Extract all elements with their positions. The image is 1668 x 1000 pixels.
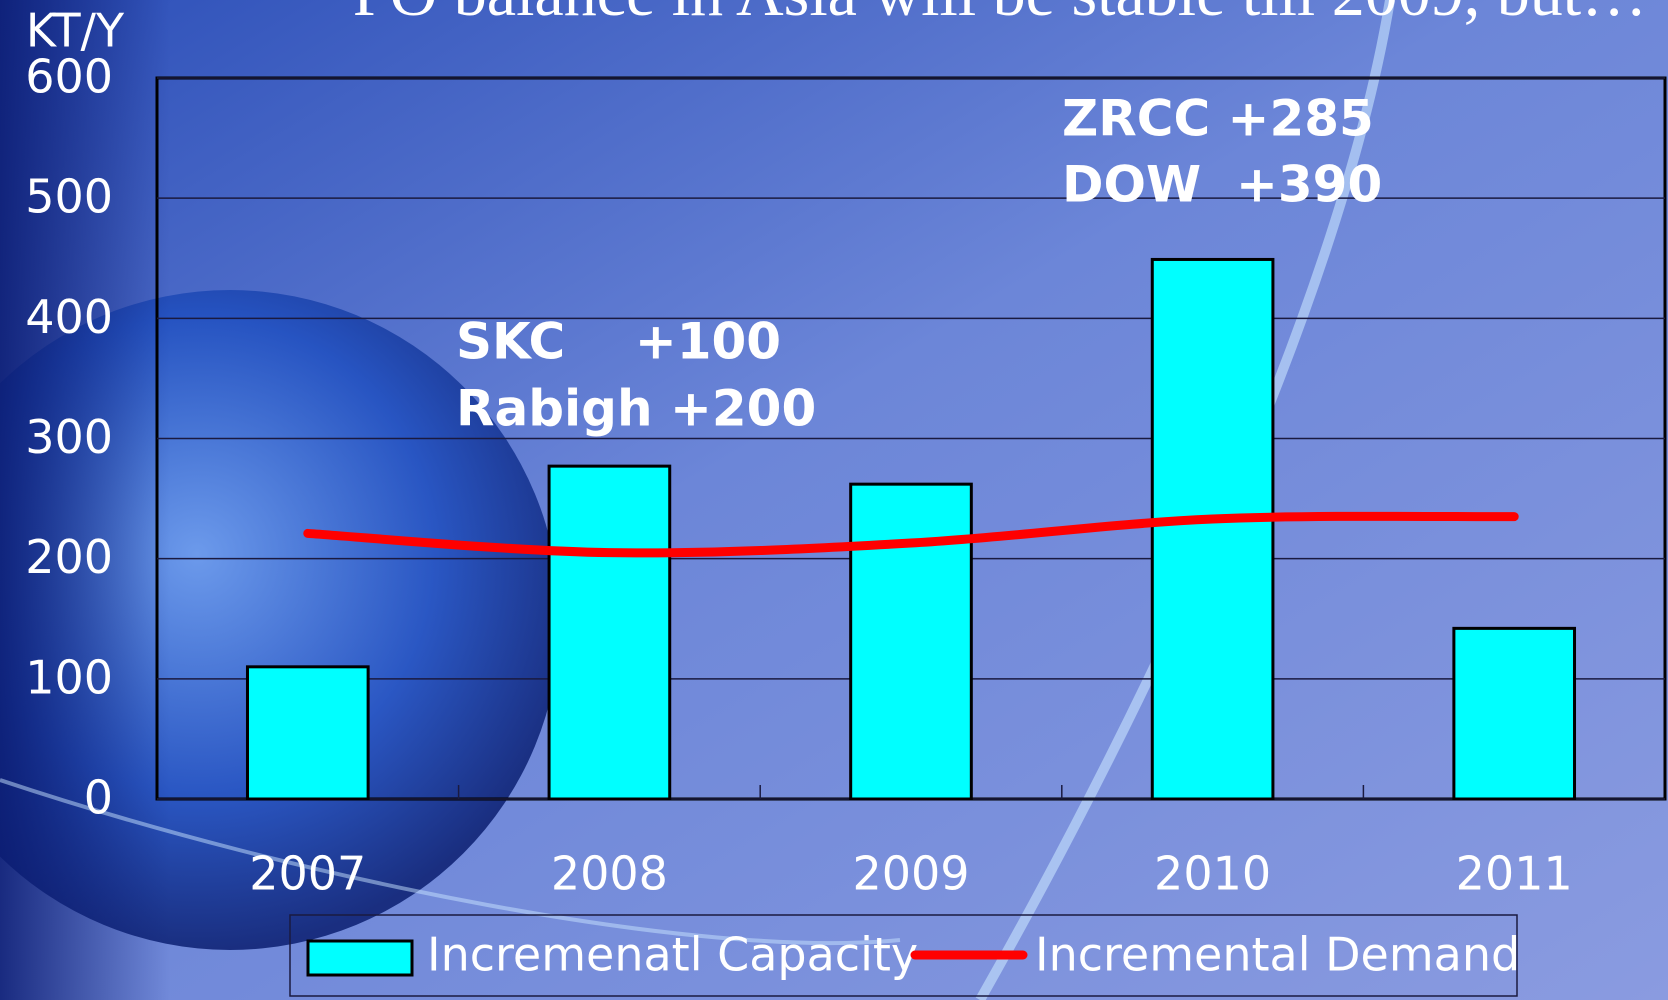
annotation: SKC +100 (456, 313, 781, 371)
bar (851, 484, 972, 799)
legend-label: Incremental Demand (1035, 928, 1520, 982)
y-tick-label: 100 (25, 650, 113, 704)
x-tick-label: 2010 (1154, 847, 1271, 901)
annotation: Rabigh +200 (456, 380, 816, 438)
x-tick-label: 2008 (551, 847, 668, 901)
x-tick-label: 2011 (1456, 847, 1573, 901)
annotation: ZRCC +285 (1062, 90, 1374, 148)
legend-swatch (308, 941, 412, 975)
page: PO balance in Asia will be stable till 2… (0, 0, 1668, 1000)
y-tick-label: 400 (25, 290, 113, 344)
y-tick-label: 0 (84, 771, 113, 825)
y-tick-label: 600 (25, 50, 113, 104)
bar (247, 667, 368, 799)
x-tick-label: 2007 (249, 847, 366, 901)
bar (1454, 628, 1575, 799)
y-tick-label: 300 (25, 410, 113, 464)
y-tick-label: 200 (25, 530, 113, 584)
annotation: DOW +390 (1062, 156, 1382, 214)
x-tick-label: 2009 (852, 847, 969, 901)
left-shade (0, 0, 170, 1000)
bar (1152, 259, 1273, 799)
chart: PO balance in Asia will be stable till 2… (0, 0, 1668, 1000)
y-tick-label: 500 (25, 170, 113, 224)
bar (549, 466, 670, 799)
legend-label: Incremenatl Capacity (427, 928, 918, 982)
chart-title: PO balance in Asia will be stable till 2… (353, 0, 1647, 30)
